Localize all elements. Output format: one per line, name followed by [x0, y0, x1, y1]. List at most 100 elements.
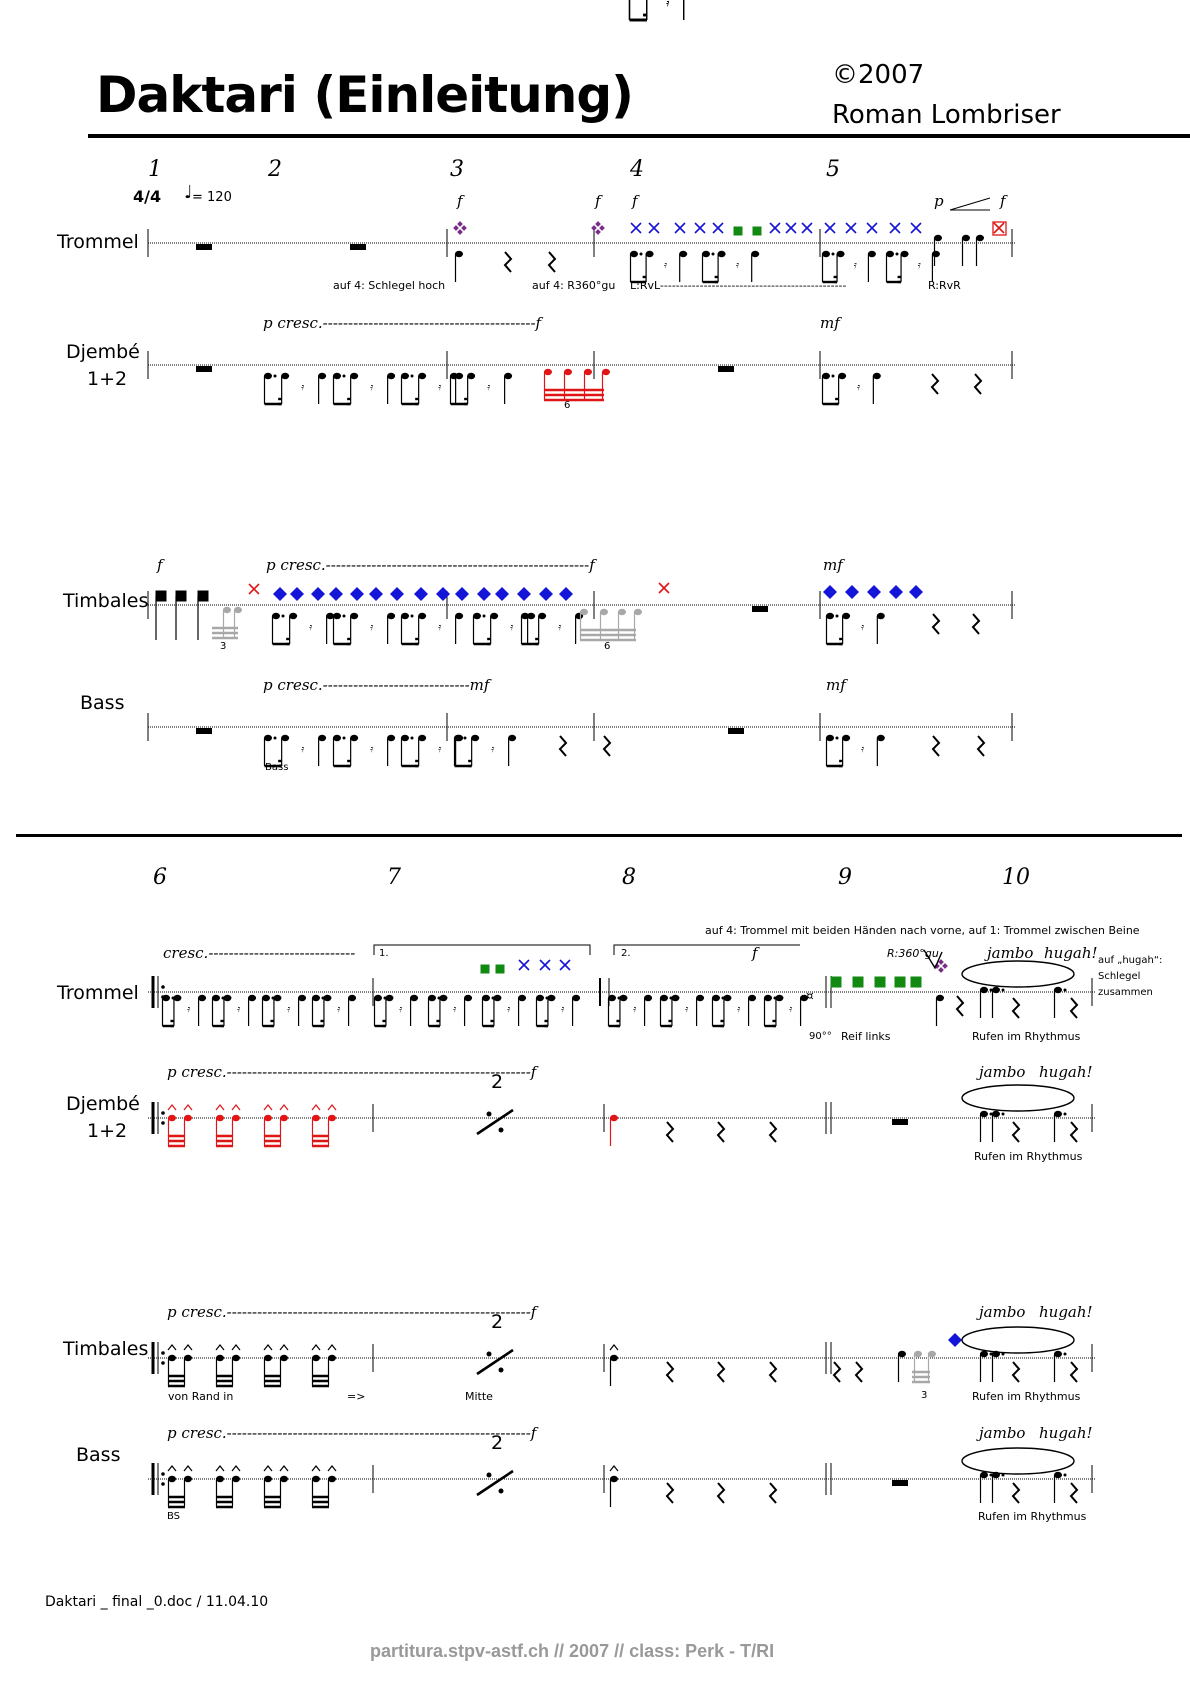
accent-mark [231, 1104, 241, 1111]
sixteenth-rest: 𝄿 [399, 1004, 402, 1015]
repeat-dot [161, 1472, 165, 1476]
performance-note: Rufen im Rhythmus [974, 1150, 1083, 1163]
accent-mark [311, 1465, 321, 1472]
cross-notehead [866, 222, 878, 234]
accent-mark [263, 1104, 273, 1111]
document-footer: Daktari _ final _0.doc / 11.04.10 [45, 1594, 269, 1610]
note-dot [1001, 1352, 1005, 1356]
quarter-rest [971, 613, 981, 635]
note-head [333, 372, 341, 380]
note-head [281, 372, 290, 380]
diamond-notehead [311, 587, 325, 601]
note-head [572, 994, 581, 1002]
square-notehead [495, 964, 505, 974]
dynamic-f: f [752, 944, 758, 962]
note-head [876, 734, 885, 742]
diamond-notehead [867, 585, 881, 599]
note-head [717, 250, 726, 258]
note-dot [1001, 1473, 1005, 1477]
note-head [262, 994, 270, 1002]
note-head [602, 368, 610, 376]
note-head [264, 372, 272, 380]
note-head [536, 994, 544, 1002]
measure-repeat-dot [486, 1472, 492, 1478]
accent-mark [231, 1465, 241, 1472]
diamond-notehead [329, 587, 343, 601]
quarter-rest [716, 1121, 726, 1143]
note-head [467, 372, 476, 380]
measure-number-6: 6 [153, 865, 167, 890]
note-head [712, 994, 720, 1002]
note-head [318, 372, 327, 380]
note-head [326, 612, 335, 620]
note-head [842, 734, 851, 742]
note-head [608, 994, 616, 1002]
quarter-rest [1011, 997, 1021, 1019]
note-dot [831, 374, 835, 378]
sixteenth-rest: 𝄿 [301, 744, 304, 755]
note-head [350, 734, 359, 742]
sixteenth-rest: 𝄿 [370, 744, 373, 755]
quarter-rest [768, 1482, 778, 1504]
note-head [439, 994, 448, 1002]
quarter-rest [973, 373, 983, 395]
accent-mark [263, 1465, 273, 1472]
note-head [764, 994, 772, 1002]
note-dot [463, 736, 467, 740]
vocal-jambo: jambo [979, 1424, 1026, 1442]
note-dot [530, 614, 534, 618]
instrument-label-bass: Bass [76, 1444, 121, 1466]
note-head [312, 994, 320, 1002]
vocal-hugah: hugah! [1039, 1424, 1093, 1442]
diamond-notehead [823, 585, 837, 599]
whole-rest [196, 728, 212, 734]
note-head [931, 250, 940, 258]
note-head [775, 994, 784, 1002]
sixteenth-rest: 𝄿 [664, 260, 667, 271]
volta-1: 1. [379, 948, 389, 959]
note-dot [989, 1112, 993, 1116]
cross-notehead [845, 222, 857, 234]
accent-mark [183, 1344, 193, 1351]
crescendo-marking: p cresc.--------------------------------… [167, 1424, 537, 1442]
quarter-rest [832, 1361, 842, 1383]
sixteenth-rest: 𝄿 [453, 1004, 456, 1015]
repeat-dot [161, 1351, 165, 1355]
note-head [1054, 986, 1062, 994]
crescendo-marking: p cresc.--------------------------------… [167, 1063, 537, 1081]
instrument-label-trommel: Trommel [57, 231, 139, 253]
slur-oval [961, 1084, 1075, 1112]
quarter-rest [1069, 1361, 1079, 1383]
clover-notehead [938, 967, 944, 973]
arrow-mark [923, 949, 943, 970]
accent-mark [215, 1344, 225, 1351]
dynamic-p: p [934, 192, 944, 210]
accent-mark [215, 1465, 225, 1472]
sixteenth-rest: 𝄿 [491, 744, 494, 755]
diamond-notehead [290, 587, 304, 601]
note-head [162, 994, 170, 1002]
performance-note: auf 4: Trommel mit beiden Händen nach vo… [705, 924, 1140, 937]
note-head [212, 994, 220, 1002]
vocal-hugah: hugah! [1044, 944, 1098, 962]
note-head [273, 994, 282, 1002]
note-head [464, 994, 473, 1002]
note-dot [342, 736, 346, 740]
sixteenth-rest: 𝄿 [507, 1004, 510, 1015]
performance-note: 90°° [809, 1031, 832, 1042]
note-head [1054, 1471, 1062, 1479]
note-head [936, 994, 944, 1002]
cross-notehead [674, 222, 686, 234]
cross-notehead [539, 959, 551, 971]
instrument-label-djembe-number: 1+2 [87, 368, 128, 390]
note-dot [1063, 1112, 1067, 1116]
quarter-rest [768, 1121, 778, 1143]
sixteenth-rest: 𝄿 [666, 0, 669, 9]
note-head [280, 1114, 288, 1122]
note-dot [342, 374, 346, 378]
diamond-notehead [517, 587, 531, 601]
cross-notehead [824, 222, 836, 234]
whole-rest [196, 366, 212, 372]
clover-notehead [599, 225, 605, 231]
note-head [610, 1475, 618, 1483]
